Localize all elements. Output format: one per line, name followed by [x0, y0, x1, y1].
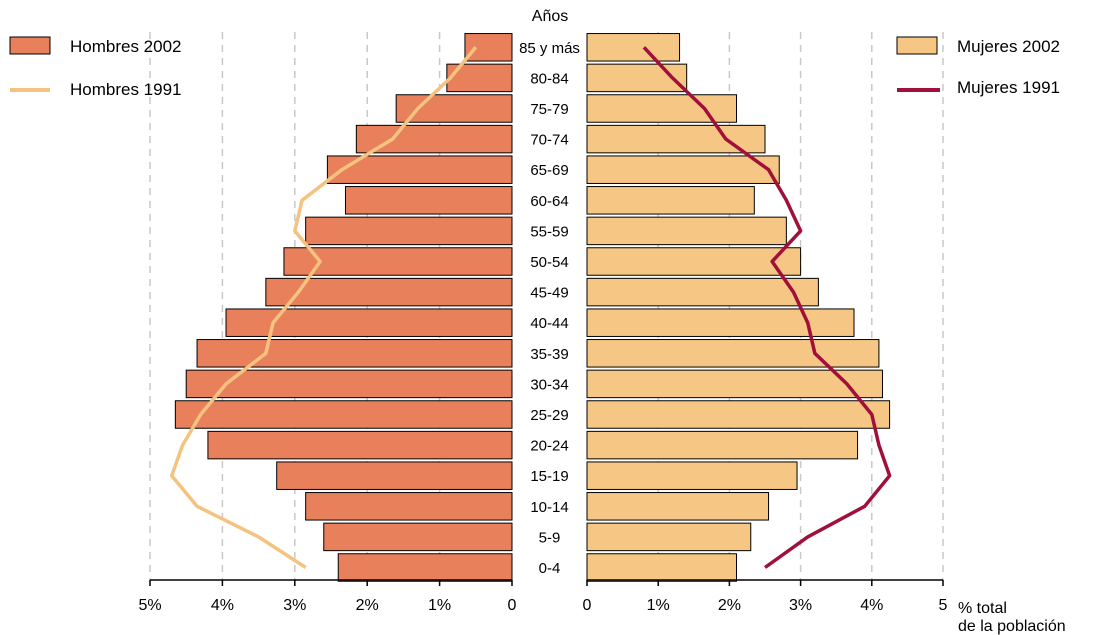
legend-label-mujeres-1991: Mujeres 1991 — [957, 78, 1060, 97]
age-label: 75-79 — [530, 101, 568, 118]
legend-label-hombres-2002: Hombres 2002 — [70, 37, 182, 56]
x-tick-label-left: 5% — [138, 597, 161, 614]
legend-swatch-hombres-2002 — [9, 36, 51, 55]
legend-swatch-mujeres-2002 — [896, 36, 938, 55]
age-label: 10-14 — [530, 499, 568, 516]
bar-hombres-2002 — [464, 33, 513, 62]
x-tick-label-left: 1% — [428, 597, 451, 614]
bar-mujeres-2002 — [586, 430, 859, 460]
bar-mujeres-2002 — [586, 522, 752, 552]
bar-hombres-2002 — [283, 247, 513, 276]
x-tick-label-left: 4% — [211, 597, 234, 614]
bar-mujeres-2002 — [586, 216, 787, 246]
x-tick-label-right: 4% — [860, 597, 883, 614]
bar-hombres-2002 — [305, 216, 513, 246]
age-label: 80-84 — [530, 70, 568, 87]
bar-mujeres-2002 — [586, 186, 755, 215]
age-label: 20-24 — [530, 438, 568, 455]
lines-1991 — [169, 46, 892, 569]
x-tick-label-left: 0 — [508, 597, 517, 614]
axes: 5% 4% 3% 2% 1% 0 0 1% 2% 3% 4% 5 — [138, 579, 948, 614]
bar-hombres-2002 — [344, 186, 513, 215]
bar-hombres-2002 — [395, 94, 513, 123]
x-axis-label-line1: % total — [958, 600, 1007, 617]
bar-mujeres-2002 — [586, 369, 883, 399]
bar-hombres-2002 — [174, 400, 513, 429]
age-labels: 85 y más 80-84 75-79 70-74 65-69 60-64 55-59 50… — [519, 40, 580, 577]
bar-mujeres-2002 — [586, 94, 738, 123]
bar-hombres-2002 — [305, 492, 513, 521]
bar-mujeres-2002 — [586, 247, 802, 276]
age-label: 70-74 — [530, 132, 568, 149]
bar-hombres-2002 — [323, 522, 513, 552]
bar-mujeres-2002 — [586, 492, 770, 521]
bar-hombres-2002 — [207, 430, 513, 460]
bar-hombres-2002 — [196, 339, 513, 368]
bar-hombres-2002 — [355, 124, 513, 154]
bar-hombres-2002 — [265, 277, 513, 307]
legend-label-mujeres-2002: Mujeres 2002 — [957, 37, 1060, 56]
age-label: 30-34 — [530, 376, 568, 393]
x-tick-label-right: 5 — [939, 597, 948, 614]
x-tick-label-right: 1% — [647, 597, 670, 614]
line-mujeres-1991 — [642, 46, 892, 569]
age-label: 60-64 — [530, 193, 568, 210]
bar-hombres-2002 — [185, 369, 513, 399]
age-label: 25-29 — [530, 407, 568, 424]
age-label: 65-69 — [530, 162, 568, 179]
x-tick-label-right: 2% — [718, 597, 741, 614]
bar-mujeres-2002 — [586, 461, 798, 490]
center-label: Años — [532, 8, 568, 25]
bar-hombres-2002 — [337, 553, 513, 582]
bar-hombres-2002 — [276, 461, 513, 490]
x-tick-label-left: 2% — [356, 597, 379, 614]
age-label: 5-9 — [539, 529, 561, 546]
age-label: 50-54 — [530, 254, 568, 271]
x-tick-label-left: 3% — [283, 597, 306, 614]
x-tick-label-right: 0 — [583, 597, 592, 614]
age-label: 85 y más — [519, 40, 580, 57]
age-label: 35-39 — [530, 346, 568, 363]
bar-mujeres-2002 — [586, 33, 681, 62]
bars — [174, 33, 891, 582]
age-label: 45-49 — [530, 285, 568, 302]
bar-mujeres-2002 — [586, 339, 880, 368]
bar-hombres-2002 — [225, 308, 513, 337]
age-label: 15-19 — [530, 468, 568, 485]
bar-mujeres-2002 — [586, 308, 855, 337]
age-label: 55-59 — [530, 223, 568, 240]
line-hombres-1991 — [169, 46, 478, 569]
bar-mujeres-2002 — [586, 277, 819, 307]
x-axis-label-line2: de la población — [958, 618, 1066, 635]
legend: Hombres 2002 Hombres 1991 Mujeres 2002 M… — [9, 36, 1060, 99]
bar-mujeres-2002 — [586, 124, 766, 154]
age-label: 40-44 — [530, 315, 568, 332]
bar-mujeres-2002 — [586, 553, 738, 582]
legend-label-hombres-1991: Hombres 1991 — [70, 80, 182, 99]
age-label: 0-4 — [539, 560, 561, 577]
bar-mujeres-2002 — [586, 155, 780, 184]
bar-mujeres-2002 — [586, 400, 891, 429]
x-tick-label-right: 3% — [789, 597, 812, 614]
